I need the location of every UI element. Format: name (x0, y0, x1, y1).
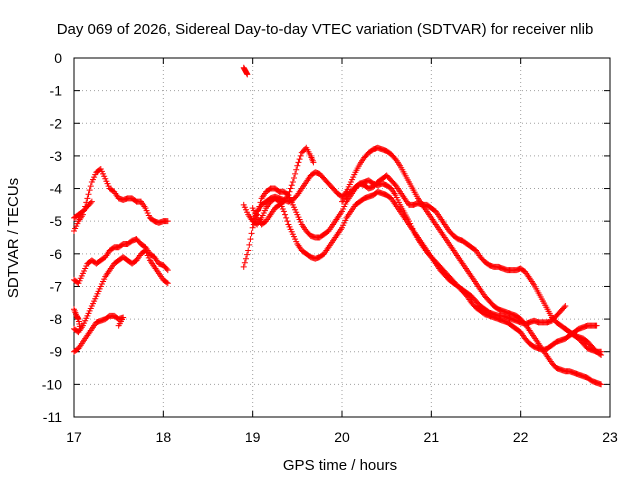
x-tick-label: 23 (602, 429, 618, 445)
data-point (596, 351, 603, 358)
data-point (86, 187, 93, 194)
data-point (242, 255, 249, 262)
data-point (598, 381, 605, 388)
data-point (310, 159, 317, 166)
series-track-g (240, 64, 251, 78)
data-point (244, 251, 251, 258)
data-point (562, 303, 569, 310)
y-tick-label: -9 (50, 344, 63, 360)
data-point (245, 247, 252, 254)
data-point (163, 279, 170, 286)
y-tick-label: 0 (54, 50, 62, 66)
data-point (249, 224, 256, 231)
x-tick-label: 20 (334, 429, 350, 445)
data-point (244, 71, 251, 78)
series-track-f (71, 306, 84, 332)
series-track-m (562, 325, 605, 358)
data-point (248, 230, 255, 237)
series-track-j (249, 144, 605, 388)
data-point (283, 214, 290, 221)
data-point (88, 198, 95, 205)
series-track-k (249, 144, 317, 228)
data-point (289, 179, 296, 186)
y-tick-label: -2 (50, 115, 63, 131)
data-point (87, 199, 94, 206)
data-point (295, 159, 302, 166)
chart-title: Day 069 of 2026, Sidereal Day-to-day VTE… (57, 21, 594, 38)
data-point (282, 211, 289, 218)
data-point (598, 351, 605, 358)
data-point (77, 325, 84, 332)
y-tick-label: -4 (50, 181, 63, 197)
x-tick-label: 19 (245, 429, 261, 445)
x-tick-label: 22 (513, 429, 529, 445)
series-track-d (71, 247, 171, 336)
series-track-e (71, 312, 127, 355)
y-tick-label: -7 (50, 278, 63, 294)
data-point (246, 241, 253, 248)
data-point (87, 183, 94, 190)
data-point (593, 322, 600, 329)
data-point (292, 170, 299, 177)
data-point (280, 208, 287, 215)
data-points (71, 64, 605, 388)
data-point (241, 259, 248, 266)
data-point (294, 162, 301, 169)
y-tick-label: -10 (42, 376, 62, 392)
data-point (290, 174, 297, 181)
data-point (286, 188, 293, 195)
data-point (285, 192, 292, 199)
data-point (164, 280, 171, 287)
y-axis-label: SDTVAR / TECUs (5, 178, 22, 298)
data-point (288, 182, 295, 189)
y-tick-label: -3 (50, 148, 63, 164)
y-tick-label: -1 (50, 83, 63, 99)
x-tick-label: 17 (66, 429, 82, 445)
x-axis-label: GPS time / hours (283, 457, 397, 474)
y-tick-label: -5 (50, 213, 63, 229)
series-track-b (71, 198, 95, 221)
data-point (163, 265, 170, 272)
data-point (561, 304, 568, 311)
data-point (284, 218, 291, 225)
data-point (297, 152, 304, 159)
grid (74, 58, 610, 417)
data-point (240, 263, 247, 270)
series-track-l (339, 177, 569, 327)
y-tick-label: -6 (50, 246, 63, 262)
data-point (85, 191, 92, 198)
data-point (296, 156, 303, 163)
data-point (115, 322, 122, 329)
data-point (164, 267, 171, 274)
data-point (287, 185, 294, 192)
data-point (164, 218, 171, 225)
axis-ticks: 17 18 19 20 21 22 23 0 -1 -2 -3 -4 -5 -6 -7 -8 -9 -10 -11 (42, 50, 618, 445)
x-tick-label: 18 (156, 429, 172, 445)
data-point (293, 166, 300, 173)
data-point (84, 195, 91, 202)
series-track-a (71, 165, 171, 234)
y-tick-label: -8 (50, 311, 63, 327)
x-tick-label: 21 (424, 429, 440, 445)
data-point (247, 236, 254, 243)
y-tick-label: -11 (43, 409, 62, 425)
